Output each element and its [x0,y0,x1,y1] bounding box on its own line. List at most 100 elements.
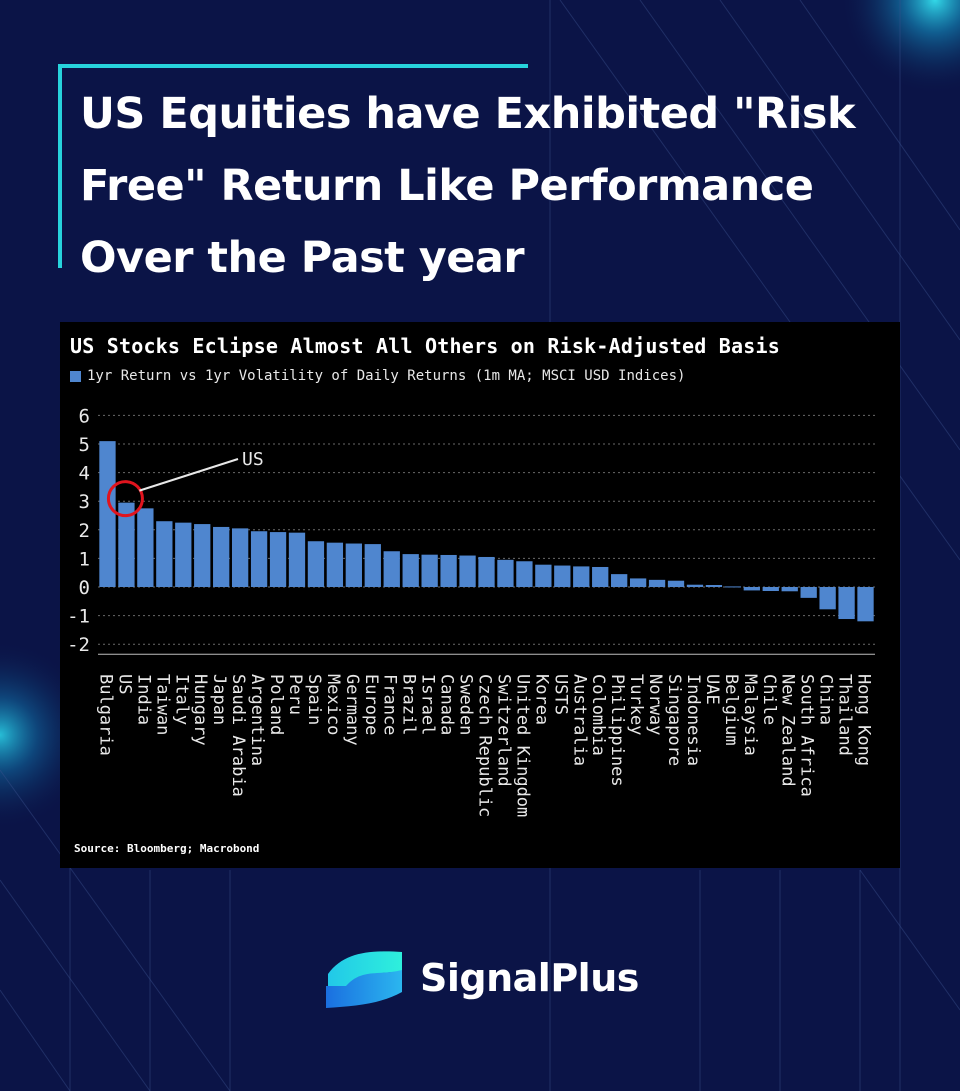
x-tick-label: United Kingdom [512,674,532,817]
x-tick-label: Taiwan [152,674,172,735]
y-tick-label: 6 [79,405,90,427]
annotation-label: US [242,449,264,470]
bar [194,524,211,587]
bar [743,587,760,591]
x-tick-label: Germany [342,674,362,746]
x-tick-label: Australia [569,674,589,766]
x-tick-label: India [133,674,153,725]
bar [421,554,438,587]
bar [819,587,836,610]
x-tick-label: Brazil [399,674,419,735]
headline: US Equities have Exhibited "Risk Free" R… [80,89,856,283]
brand: SignalPlus [322,946,639,1010]
x-tick-label: Poland [266,674,286,735]
y-tick-label: 5 [79,434,90,456]
x-tick-label: Indonesia [683,674,703,766]
bar-chart: 6543210-1-2BulgariaUSIndiaTaiwanItalyHun… [67,405,875,817]
x-tick-label: Argentina [247,674,267,766]
bar [535,564,552,587]
bar [838,587,855,620]
bar [364,544,381,587]
bar [573,566,590,587]
x-tick-label: USTS [550,674,570,715]
bar [800,587,817,598]
x-tick-label: Sweden [456,674,476,735]
bar [592,566,609,587]
bar [781,587,798,592]
headline-accent-bar [58,64,62,268]
x-tick-label: Europe [361,674,381,735]
bar [231,528,249,587]
bar [213,526,230,587]
legend-label: 1yr Return vs 1yr Volatility of Daily Re… [87,368,686,384]
bar [459,555,476,587]
x-tick-label: France [380,674,400,735]
chart-source: Source: Bloomberg; Macrobond [74,842,260,855]
x-tick-label: Bulgaria [95,674,115,756]
x-tick-label: Spain [304,674,324,725]
bar [705,584,723,587]
bar [611,574,628,587]
x-tick-label: Hong Kong [854,674,874,766]
x-tick-label: US [114,674,134,694]
bar [288,532,306,587]
y-tick-label: -1 [67,606,90,628]
x-tick-label: Canada [437,674,457,735]
x-tick-label: Turkey [626,674,646,735]
x-tick-label: Singapore [664,674,684,766]
x-tick-label: Colombia [588,674,608,756]
bar [175,522,192,587]
bar [250,531,268,587]
y-tick-label: 4 [79,463,90,485]
x-tick-label: Chile [759,674,779,725]
bar [686,584,704,587]
bar [762,587,779,592]
annotation-line [139,458,239,492]
bar [516,561,533,587]
x-tick-label: New Zealand [778,674,798,787]
y-tick-label: 2 [79,520,90,542]
x-tick-label: Japan [209,674,229,725]
bar [478,556,495,587]
chart-title: US Stocks Eclipse Almost All Others on R… [70,334,780,358]
bar [497,559,514,587]
signalplus-logo-icon [326,951,402,1008]
x-tick-label: China [816,674,836,725]
x-tick-label: Mexico [323,674,343,735]
x-tick-label: Malaysia [740,674,760,756]
x-tick-label: Italy [171,674,191,725]
brand-name: SignalPlus [420,956,639,1000]
bar [345,543,362,587]
chart-legend: 1yr Return vs 1yr Volatility of Daily Re… [70,368,685,384]
y-tick-label: 3 [79,491,90,513]
x-tick-label: Hungary [190,674,210,746]
x-tick-label: UAE [702,674,722,705]
bar [383,551,400,587]
bar [99,441,116,587]
bar [629,578,647,587]
bar [269,532,287,587]
x-tick-label: South Africa [797,674,817,797]
bar [554,565,571,587]
y-tick-label: -2 [67,634,90,656]
bar [402,554,419,587]
x-tick-label: Philippines [607,674,627,787]
bar [137,508,154,587]
bar [307,541,325,587]
chart-panel: US Stocks Eclipse Almost All Others on R… [60,322,900,868]
x-tick-label: Switzerland [493,674,513,787]
headline-accent-line [58,64,528,68]
legend-swatch [70,370,81,382]
bar [440,554,457,587]
bar [648,579,666,587]
y-tick-label: 0 [79,577,90,599]
annotation-circle [106,480,144,518]
bar [667,580,685,587]
x-tick-label: Korea [531,674,551,725]
bar [724,586,742,588]
x-tick-label: Belgium [721,674,741,746]
x-tick-label: Saudi Arabia [228,674,248,797]
bar [857,587,874,622]
x-tick-label: Peru [285,674,305,715]
x-tick-label: Israel [418,674,438,735]
